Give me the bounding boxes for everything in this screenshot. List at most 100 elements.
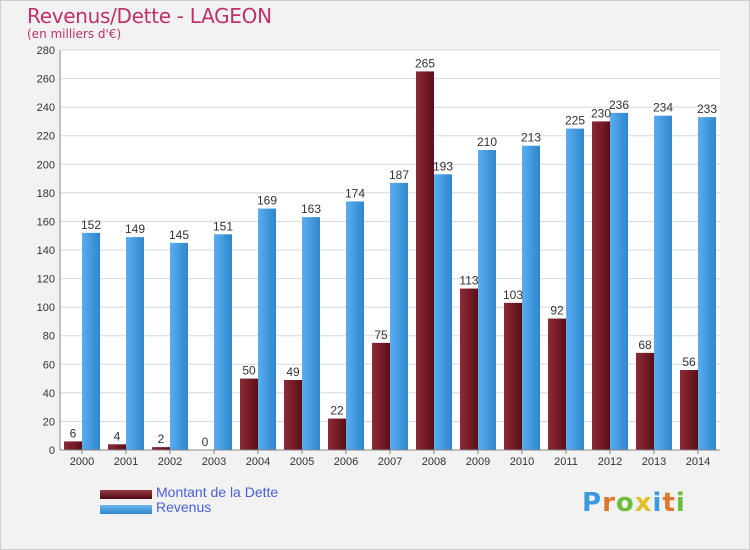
data-label-dette: 2	[158, 432, 165, 446]
labels-layer: 6 152 4 149 2 145 0 151 50 169 49 163 22 174 75 187 265 1…	[70, 56, 718, 449]
legend-label-revenus: Revenus	[156, 499, 212, 515]
bar-dette	[680, 370, 698, 450]
bar-revenus	[522, 145, 540, 450]
logo-letter: i	[652, 488, 663, 518]
y-tick-label: 120	[37, 274, 55, 286]
x-tick-label: 2010	[510, 456, 534, 468]
data-label-revenus: 234	[653, 101, 673, 115]
x-tick-label: 2004	[246, 456, 270, 468]
data-label-revenus: 193	[433, 159, 453, 173]
y-tick-label: 200	[37, 159, 55, 171]
bar-revenus	[434, 174, 452, 451]
x-tick-label: 2001	[114, 456, 138, 468]
bar-revenus	[478, 150, 496, 450]
data-label-dette: 68	[638, 338, 652, 352]
data-label-dette: 103	[503, 288, 523, 302]
bar-dette	[636, 352, 654, 450]
x-tick-label: 2008	[422, 456, 446, 468]
chart-subtitle: (en milliers d'€)	[27, 27, 122, 41]
y-tick-label: 40	[43, 388, 55, 400]
x-tick-label: 2005	[290, 456, 314, 468]
legend-label-dette: Montant de la Dette	[156, 484, 279, 500]
proxiti-logo: Proxiti	[582, 488, 686, 518]
bar-dette	[592, 121, 610, 450]
bar-revenus	[214, 234, 232, 450]
x-tick-label: 2003	[202, 456, 226, 468]
x-tick-label: 2009	[466, 456, 490, 468]
bar-revenus	[566, 128, 584, 451]
bar-revenus	[126, 237, 144, 450]
bar-dette	[240, 378, 258, 450]
x-tick-label: 2006	[334, 456, 358, 468]
bar-dette	[328, 418, 346, 450]
bar-revenus	[698, 117, 716, 451]
y-tick-label: 20	[43, 416, 55, 428]
x-tick-label: 2014	[686, 456, 710, 468]
data-label-revenus: 163	[301, 202, 321, 216]
bar-dette	[548, 318, 566, 450]
data-label-revenus: 149	[125, 222, 145, 236]
x-tick-label: 2012	[598, 456, 622, 468]
data-label-revenus: 225	[565, 114, 585, 128]
axis-layer: 0204060801001201401601802002202402602802…	[37, 45, 720, 468]
x-tick-label: 2011	[554, 456, 578, 468]
logo-letter: P	[582, 488, 603, 518]
bar-dette	[372, 342, 390, 450]
bar-dette	[504, 302, 522, 450]
x-tick-label: 2007	[378, 456, 402, 468]
y-tick-label: 140	[37, 245, 55, 257]
y-tick-label: 240	[37, 102, 55, 114]
data-label-dette: 230	[591, 106, 611, 120]
data-label-revenus: 152	[81, 218, 101, 232]
bar-revenus	[302, 217, 320, 450]
data-label-revenus: 213	[521, 131, 541, 145]
y-tick-label: 180	[37, 188, 55, 200]
data-label-revenus: 174	[345, 186, 365, 200]
data-label-dette: 75	[374, 328, 388, 342]
bar-dette	[460, 288, 478, 450]
bar-dette	[416, 71, 434, 450]
data-label-revenus: 169	[257, 194, 277, 208]
data-label-dette: 22	[330, 404, 344, 418]
data-label-revenus: 233	[697, 102, 717, 116]
data-label-revenus: 151	[213, 219, 233, 233]
y-tick-label: 280	[37, 45, 55, 57]
y-tick-label: 100	[37, 302, 55, 314]
y-tick-label: 260	[37, 74, 55, 86]
legend-swatch-revenus	[100, 505, 152, 514]
data-label-dette: 56	[682, 355, 696, 369]
logo-letter: x	[634, 488, 653, 518]
bar-revenus	[170, 242, 188, 450]
logo-letter: i	[675, 488, 686, 518]
data-label-dette: 0	[202, 435, 209, 449]
bar-dette	[284, 380, 302, 450]
bar-revenus	[346, 201, 364, 450]
bar-revenus	[82, 232, 100, 450]
data-label-revenus: 236	[609, 98, 629, 112]
logo-letter: t	[662, 488, 676, 518]
logo-letter: r	[602, 488, 616, 518]
x-tick-label: 2013	[642, 456, 666, 468]
x-tick-label: 2000	[70, 456, 94, 468]
data-label-dette: 50	[242, 364, 256, 378]
bar-revenus	[390, 182, 408, 450]
data-label-revenus: 210	[477, 135, 497, 149]
data-label-revenus: 187	[389, 168, 409, 182]
bar-revenus	[654, 115, 672, 450]
bar-revenus	[258, 208, 276, 450]
data-label-revenus: 145	[169, 228, 189, 242]
y-tick-label: 0	[49, 445, 55, 457]
bar-dette	[108, 444, 126, 450]
bar-dette	[152, 447, 170, 450]
chart-title: Revenus/Dette - LAGEON	[27, 4, 272, 28]
data-label-dette: 4	[114, 429, 121, 443]
y-tick-label: 60	[43, 359, 55, 371]
bar-dette	[64, 441, 82, 450]
data-label-dette: 265	[415, 56, 435, 70]
bars-layer	[64, 71, 716, 451]
data-label-dette: 6	[70, 426, 77, 440]
logo-letter: o	[615, 488, 635, 518]
bar-revenus	[610, 112, 628, 450]
x-tick-label: 2002	[158, 456, 182, 468]
